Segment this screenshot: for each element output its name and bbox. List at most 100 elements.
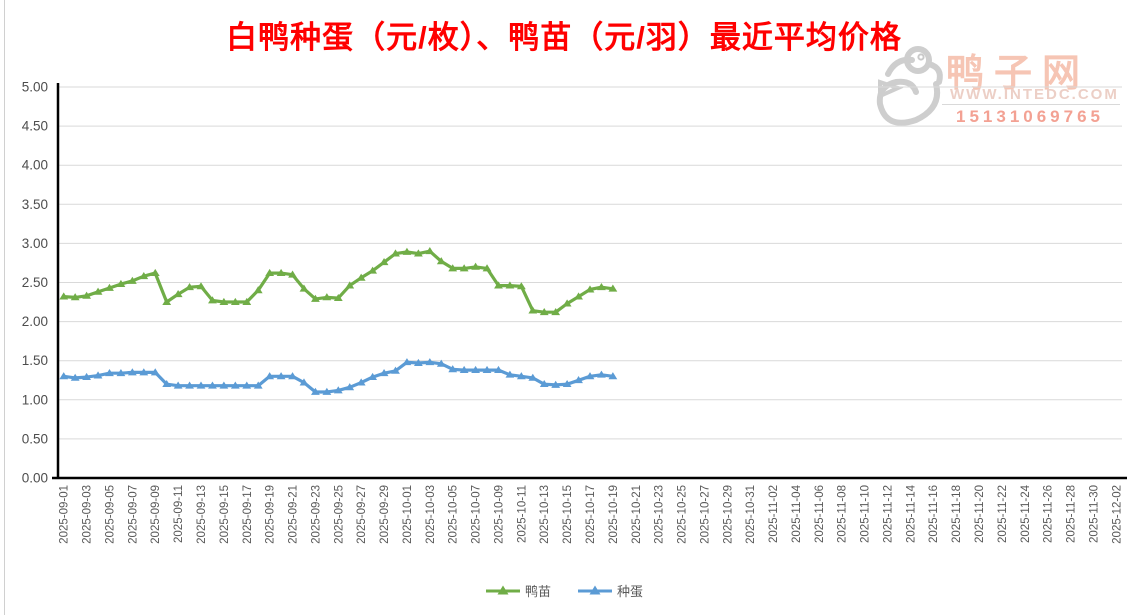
x-axis-tick-label: 2025-10-25 <box>677 485 689 544</box>
data-point-marker <box>93 371 103 379</box>
x-axis-tick-label: 2025-12-02 <box>1111 485 1123 544</box>
series-markers-0 <box>59 247 618 316</box>
data-point-marker <box>276 268 286 277</box>
data-point-marker <box>208 296 217 304</box>
data-point-marker <box>333 293 343 302</box>
data-point-marker <box>368 372 378 381</box>
data-point-marker <box>333 386 343 394</box>
data-point-marker <box>379 257 389 266</box>
x-axis-tick-label: 2025-09-29 <box>379 485 391 544</box>
data-point-marker <box>608 372 618 380</box>
data-point-marker <box>173 381 183 389</box>
data-point-marker <box>345 383 355 391</box>
y-axis-tick-label: 0.50 <box>22 431 48 446</box>
x-axis-tick-label: 2025-10-15 <box>562 485 574 544</box>
data-point-marker <box>219 381 229 389</box>
data-point-marker <box>116 279 126 287</box>
data-point-marker <box>105 283 114 291</box>
data-point-marker <box>436 257 446 265</box>
data-point-marker <box>105 369 114 377</box>
x-axis-labels: 2025-09-01 2025-09-03 2025-09-05 2025-09-07… <box>59 484 1124 543</box>
gridlines <box>58 86 1122 440</box>
data-point-marker <box>379 369 389 377</box>
data-point-marker <box>299 378 309 386</box>
data-point-marker <box>185 282 194 291</box>
x-axis-tick-label: 2025-09-05 <box>104 485 116 544</box>
data-point-marker <box>70 293 80 301</box>
x-axis-tick-label: 2025-09-11 <box>173 485 185 543</box>
x-axis-tick-label: 2025-10-13 <box>539 485 551 544</box>
x-axis-tick-label: 2025-11-16 <box>928 485 940 543</box>
x-axis-tick-label: 2025-11-12 <box>882 485 894 543</box>
data-point-marker <box>162 297 172 305</box>
data-point-marker <box>288 270 297 278</box>
y-axis-labels: 0.00 0.50 1.00 1.50 2.00 2.50 3.00 3.50 4.00 4.50… <box>22 80 48 486</box>
data-point-marker <box>528 306 538 314</box>
data-point-marker <box>562 299 572 307</box>
x-axis-tick-label: 2025-11-30 <box>1088 485 1100 543</box>
data-point-marker <box>482 264 492 272</box>
data-point-marker <box>608 284 618 292</box>
duckling-line-marker-icon <box>485 585 520 594</box>
x-axis-tick-label: 2025-11-28 <box>1066 485 1078 543</box>
data-point-marker <box>471 262 480 270</box>
data-point-marker <box>448 365 458 373</box>
data-point-marker <box>505 370 515 378</box>
x-axis-tick-label: 2025-09-27 <box>356 485 368 544</box>
x-axis-tick-label: 2025-10-01 <box>402 485 414 544</box>
data-point-marker <box>265 372 275 380</box>
x-axis-tick-label: 2025-11-20 <box>974 485 986 543</box>
x-axis-tick-label: 2025-11-24 <box>1020 484 1032 543</box>
x-axis-tick-label: 2025-09-09 <box>150 485 162 544</box>
data-point-marker <box>299 284 309 292</box>
data-point-marker <box>253 286 263 294</box>
data-point-marker <box>139 368 149 376</box>
x-axis-tick-label: 2025-10-21 <box>631 485 643 544</box>
data-point-marker <box>139 272 149 280</box>
data-point-marker <box>127 276 137 284</box>
series-line-0 <box>62 249 615 314</box>
chart-title: 白鸭种蛋（元/枚）、鸭苗（元/羽）最近平均价格 <box>226 20 902 55</box>
data-point-marker <box>288 372 297 380</box>
data-point-marker <box>162 379 172 388</box>
x-axis-tick-label: 2025-10-17 <box>585 485 597 544</box>
x-axis-tick-label: 2025-11-04 <box>791 484 803 543</box>
x-axis-tick-label: 2025-09-07 <box>127 485 139 544</box>
data-point-marker <box>391 249 400 257</box>
y-axis-tick-label: 4.00 <box>22 158 48 173</box>
data-point-marker <box>185 381 194 389</box>
x-axis-tick-label: 2025-11-06 <box>814 485 826 543</box>
y-axis-tick-label: 0.00 <box>22 471 48 486</box>
x-axis-tick-label: 2025-10-27 <box>699 485 711 544</box>
data-point-marker <box>230 297 240 305</box>
data-point-marker <box>59 292 69 300</box>
data-point-marker <box>196 282 206 290</box>
data-point-marker <box>585 372 595 380</box>
data-point-marker <box>539 379 549 388</box>
x-axis-tick-label: 2025-09-21 <box>288 485 300 544</box>
data-point-marker <box>413 249 423 257</box>
data-point-marker <box>322 293 332 301</box>
y-axis-tick-label: 1.00 <box>22 392 48 407</box>
data-point-marker <box>551 308 561 316</box>
x-axis-tick-label: 2025-09-13 <box>196 485 208 544</box>
data-point-marker <box>230 381 240 389</box>
data-point-marker <box>93 287 103 295</box>
x-axis-tick-label: 2025-11-02 <box>768 485 780 543</box>
x-axis-tick-label: 2025-10-11 <box>516 485 528 543</box>
x-axis-tick-label: 2025-11-26 <box>1043 485 1055 543</box>
x-axis-tick-label: 2025-10-31 <box>745 485 757 544</box>
data-point-marker <box>70 373 80 381</box>
x-axis-tick-label: 2025-09-17 <box>242 485 254 544</box>
data-point-marker <box>127 368 137 376</box>
data-point-marker <box>196 381 206 389</box>
data-point-marker <box>585 285 595 293</box>
x-axis-tick-label: 2025-11-22 <box>997 485 1009 543</box>
data-point-marker <box>265 268 275 277</box>
x-axis-tick-label: 2025-09-01 <box>59 485 71 544</box>
y-axis-tick-label: 3.50 <box>22 197 48 212</box>
data-point-marker <box>425 358 435 366</box>
data-point-marker <box>528 373 538 381</box>
data-point-marker <box>356 273 366 281</box>
legend-label-egg: 种蛋 <box>617 584 644 599</box>
